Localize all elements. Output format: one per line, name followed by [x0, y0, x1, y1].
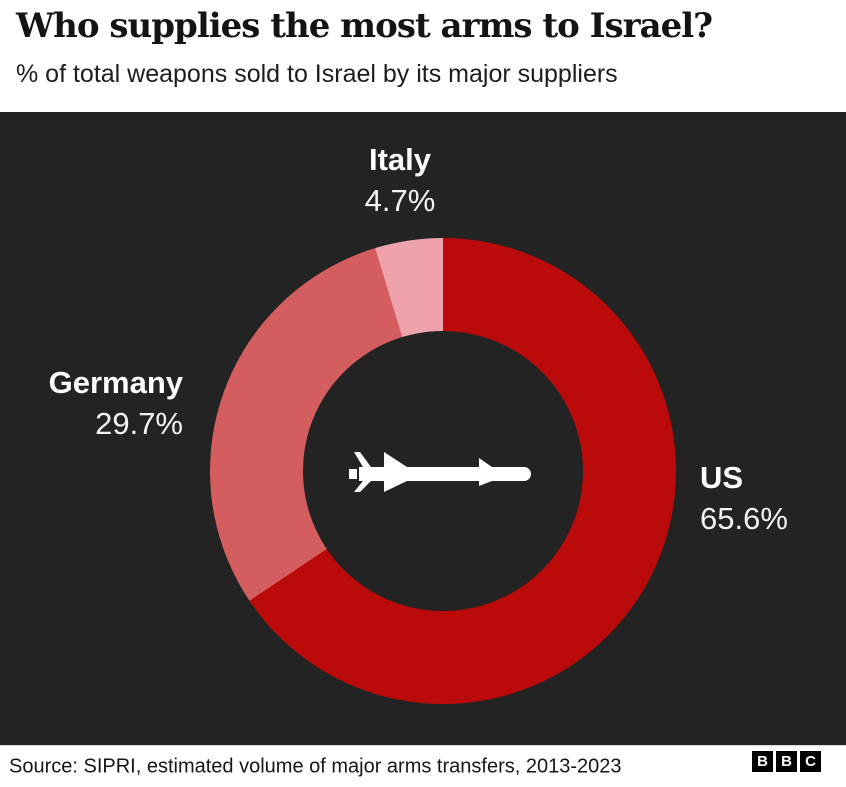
- slice-name-us: US: [700, 460, 744, 495]
- chart-header: Who supplies the most arms to Israel? % …: [0, 0, 846, 112]
- slice-name-germany: Germany: [48, 365, 183, 400]
- slice-value-germany: 29.7%: [95, 406, 183, 441]
- page-title: Who supplies the most arms to Israel?: [16, 6, 713, 46]
- donut-chart-panel: Italy 4.7% Germany 29.7% US 65.6%: [0, 112, 846, 745]
- slice-label-italy: Italy 4.7%: [300, 139, 500, 221]
- page-subtitle: % of total weapons sold to Israel by its…: [16, 60, 618, 88]
- bbc-logo-block-1: B: [752, 751, 773, 772]
- slice-name-italy: Italy: [368, 142, 432, 177]
- slice-label-us: US 65.6%: [700, 457, 788, 539]
- chart-footer: Source: SIPRI, estimated volume of major…: [0, 745, 846, 787]
- bbc-logo-block-3: C: [800, 751, 821, 772]
- missile-icon: [349, 452, 531, 492]
- slice-label-germany: Germany 29.7%: [49, 362, 183, 444]
- slice-value-us: 65.6%: [700, 501, 788, 536]
- source-note: Source: SIPRI, estimated volume of major…: [9, 755, 622, 777]
- bbc-logo-block-2: B: [776, 751, 797, 772]
- bbc-logo: B B C: [752, 751, 821, 772]
- slice-value-italy: 4.7%: [364, 183, 436, 218]
